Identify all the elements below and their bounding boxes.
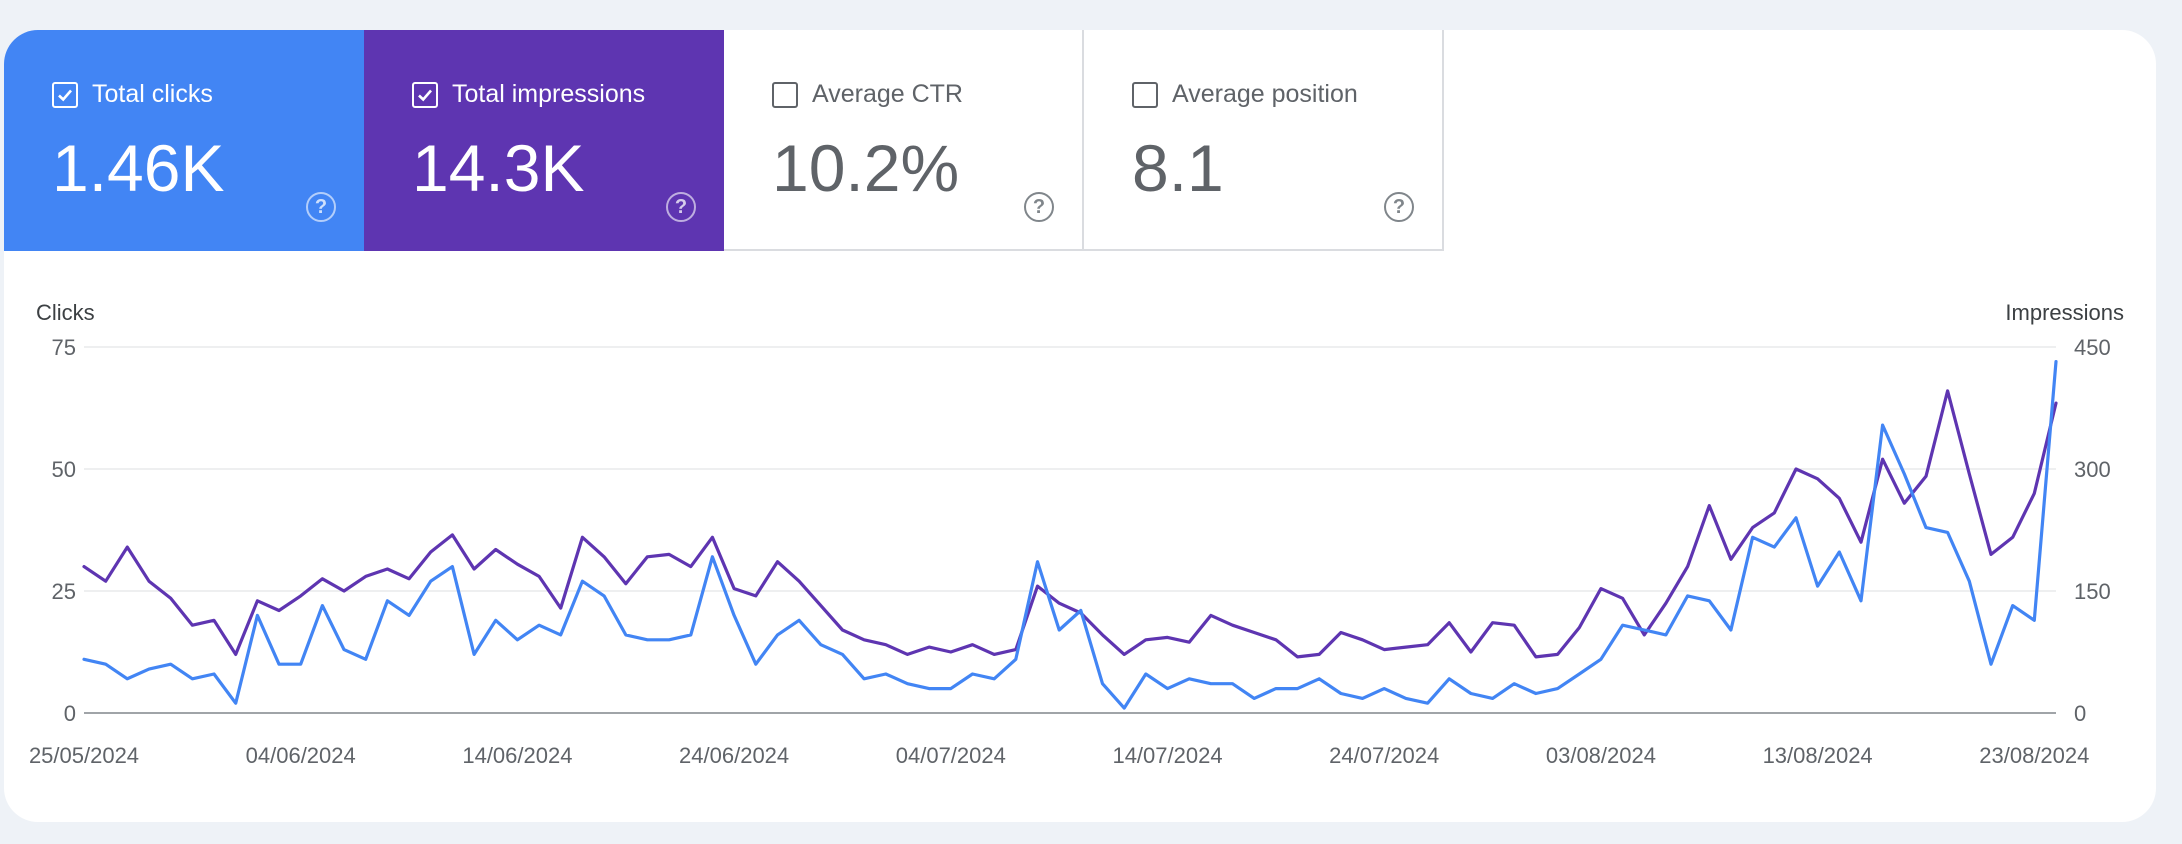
x-tick-label: 14/07/2024 [1112,743,1222,768]
checkbox-unchecked-icon[interactable] [1132,81,1158,108]
left-tick-label: 75 [52,335,76,360]
help-icon[interactable]: ? [1384,192,1414,222]
metric-tile-total-clicks[interactable]: Total clicks 1.46K ? [4,30,364,251]
metric-tiles: Total clicks 1.46K ? Total impressions 1… [4,30,1444,251]
help-icon[interactable]: ? [1024,192,1054,222]
left-tick-label: 50 [52,457,76,482]
x-tick-label: 04/06/2024 [246,743,356,768]
help-icon[interactable]: ? [306,192,336,222]
performance-chart: Clicks Impressions 0 25 50 75 0 150 300 450 25… [29,300,2124,768]
right-tick-label: 150 [2074,579,2111,604]
right-tick-label: 0 [2074,701,2086,726]
metric-value: 8.1 [1132,131,1224,205]
left-tick-label: 0 [64,701,76,726]
right-tick-label: 450 [2074,335,2111,360]
x-axis-ticks: 25/05/2024 04/06/2024 14/06/2024 24/06/2024… [29,743,2089,768]
checkbox-unchecked-icon[interactable] [772,81,798,108]
right-tick-label: 300 [2074,457,2111,482]
impressions-series-line [82,389,2058,659]
help-icon[interactable]: ? [666,192,696,222]
left-tick-label: 25 [52,579,76,604]
checkbox-checked-icon[interactable] [52,81,78,108]
series-lines [82,360,2058,710]
metric-value: 14.3K [412,131,585,205]
x-tick-label: 25/05/2024 [29,743,139,768]
x-tick-label: 14/06/2024 [462,743,572,768]
metric-tile-header: Total impressions [412,80,645,109]
left-axis-title: Clicks [36,300,95,325]
x-tick-label: 24/06/2024 [679,743,789,768]
clicks-series-line [82,360,2058,710]
x-tick-label: 13/08/2024 [1763,743,1873,768]
checkbox-checked-icon[interactable] [412,81,438,108]
metric-label: Average position [1172,80,1358,108]
metric-tile-header: Average CTR [772,80,963,109]
x-tick-label: 03/08/2024 [1546,743,1656,768]
left-axis-ticks: 0 25 50 75 [52,335,76,726]
metric-label: Average CTR [812,80,963,108]
grid-lines [84,346,2056,714]
metric-tile-header: Average position [1132,80,1358,109]
metric-tile-average-ctr[interactable]: Average CTR 10.2% ? [724,30,1084,251]
metric-label: Total clicks [92,80,213,108]
performance-card: Total clicks 1.46K ? Total impressions 1… [4,30,2156,822]
metric-tile-average-position[interactable]: Average position 8.1 ? [1084,30,1444,251]
right-axis-ticks: 0 150 300 450 [2074,335,2111,726]
x-tick-label: 23/08/2024 [1979,743,2089,768]
x-tick-label: 04/07/2024 [896,743,1006,768]
metric-tile-total-impressions[interactable]: Total impressions 14.3K ? [364,30,724,251]
metric-value: 10.2% [772,131,960,205]
metric-label: Total impressions [452,80,646,108]
metric-tile-header: Total clicks [52,80,213,109]
x-tick-label: 24/07/2024 [1329,743,1439,768]
right-axis-title: Impressions [2005,300,2124,325]
metric-value: 1.46K [52,131,225,205]
